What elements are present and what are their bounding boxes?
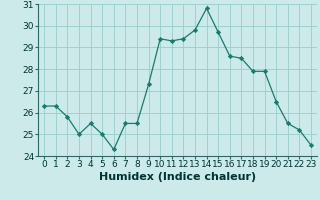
X-axis label: Humidex (Indice chaleur): Humidex (Indice chaleur)	[99, 172, 256, 182]
